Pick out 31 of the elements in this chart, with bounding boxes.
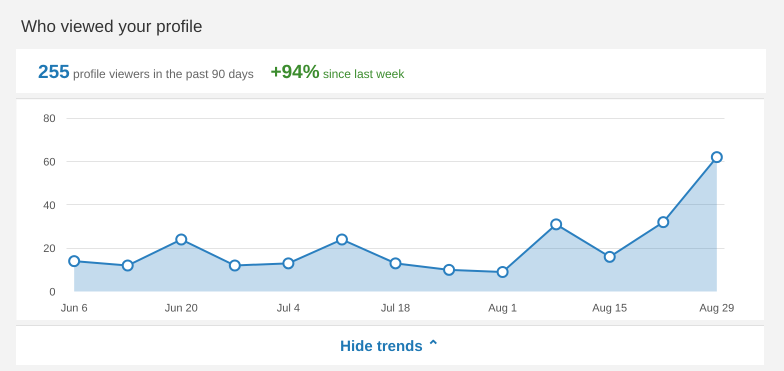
y-tick-label: 40 (43, 200, 56, 212)
x-tick-label: Aug 29 (699, 302, 734, 314)
x-tick-label: Jun 6 (60, 302, 88, 314)
y-tick-label: 20 (43, 243, 56, 256)
point (175, 234, 188, 246)
text: profile viewers in the past 90 days (73, 67, 254, 81)
point (122, 260, 134, 272)
chart-title: Who viewed your profile (21, 16, 202, 38)
y-tick-label: 80 (43, 113, 56, 126)
x-tick-label: Aug 15 (592, 302, 628, 314)
point (710, 151, 723, 164)
text: Hide trends ⌃ (340, 337, 440, 357)
point (68, 255, 80, 268)
point (336, 234, 348, 246)
point (443, 264, 456, 276)
point (496, 266, 509, 278)
y-tick-label: 0 (49, 286, 56, 298)
point (390, 257, 402, 270)
x-tick-label: Aug 1 (488, 302, 517, 314)
point (550, 218, 562, 230)
x-tick-label: Jun 20 (164, 302, 198, 314)
point (228, 260, 241, 272)
text: 255 (38, 62, 70, 83)
x-tick-label: Jul 4 (276, 302, 300, 314)
y-tick-label: 60 (43, 156, 56, 168)
point (282, 257, 294, 270)
x-tick-label: Jul 18 (380, 302, 410, 314)
text: since last week (322, 67, 404, 81)
text: +94% (270, 62, 320, 83)
point (657, 216, 670, 228)
point (604, 250, 616, 263)
